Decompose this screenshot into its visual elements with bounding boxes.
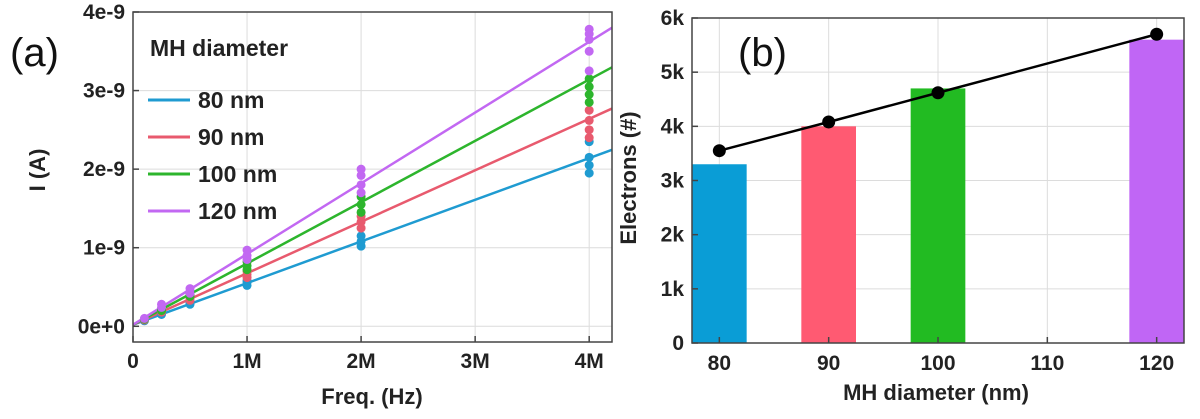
trend-line-path	[719, 33, 1157, 152]
panel-a-y-ticks: 0e+0 1e-9 2e-9 3e-9 4e-9	[78, 1, 139, 338]
x-tick-label: 2M	[347, 350, 376, 373]
x-tick-label: 90	[817, 352, 840, 375]
x-tick-label: 3M	[461, 350, 490, 373]
panel-a-legend: MH diameter 80 nm 90 nm 100 nm 120 nm	[148, 35, 288, 224]
panel-b-x-axis-label: MH diameter (nm)	[843, 380, 1029, 405]
panel-a-x-ticks: 0 1M 2M 3M 4M	[127, 336, 604, 373]
data-point	[584, 82, 594, 92]
y-tick-label: 2e-9	[83, 158, 125, 181]
panel-b-bars	[692, 39, 1184, 344]
legend-label: 100 nm	[198, 161, 277, 187]
data-point	[584, 97, 594, 107]
y-tick-label: 6k	[661, 7, 685, 30]
x-tick-label: 80	[708, 352, 731, 375]
bar	[801, 126, 856, 343]
legend-label: 120 nm	[198, 198, 277, 224]
data-point	[584, 133, 594, 143]
bar	[910, 88, 966, 344]
panel-a-plot-frame	[132, 11, 613, 343]
panel-a-y-axis-label: I (A)	[25, 149, 50, 192]
panel-a-data-points	[139, 24, 594, 326]
panel-b-label: (b)	[738, 31, 787, 75]
y-tick-label: 0e+0	[78, 315, 125, 338]
data-point	[185, 284, 195, 294]
y-tick-label: 4e-9	[83, 1, 125, 24]
data-point	[356, 188, 366, 198]
fit-line	[132, 26, 613, 326]
data-point	[356, 200, 366, 209]
x-tick-label: 0	[127, 350, 139, 373]
data-point	[584, 46, 594, 56]
data-point	[584, 90, 594, 99]
y-tick-label: 3k	[661, 170, 685, 193]
y-tick-label: 0	[672, 332, 684, 355]
legend-label: 80 nm	[198, 87, 264, 113]
data-point	[584, 105, 594, 115]
data-point	[584, 74, 594, 84]
bar	[692, 164, 747, 343]
data-point	[356, 223, 366, 233]
x-tick-label: 120	[1139, 352, 1174, 375]
data-point	[139, 313, 149, 323]
x-tick-label: 100	[920, 352, 955, 375]
data-point	[356, 207, 366, 217]
y-tick-label: 4k	[661, 115, 685, 138]
panel-b-trend-line	[712, 27, 1164, 158]
x-tick-label: 4M	[575, 350, 604, 373]
y-tick-label: 1e-9	[83, 237, 125, 260]
panel-b-y-ticks: 0 1k 2k 3k 4k 5k 6k	[661, 7, 698, 355]
data-point	[584, 125, 594, 135]
data-point	[356, 170, 366, 180]
data-point	[584, 152, 594, 162]
trend-point	[822, 115, 836, 129]
data-point	[157, 299, 167, 309]
data-point	[356, 180, 366, 190]
panel-a-x-axis-label: Freq. (Hz)	[321, 384, 422, 409]
data-point	[584, 168, 594, 178]
y-tick-label: 1k	[661, 278, 685, 301]
x-tick-label: 110	[1030, 352, 1064, 375]
y-tick-label: 2k	[661, 224, 685, 247]
data-point	[584, 66, 594, 76]
trend-point	[931, 86, 945, 100]
data-point	[584, 160, 594, 170]
fit-line	[132, 66, 613, 326]
data-point	[584, 115, 594, 125]
legend-title: MH diameter	[150, 35, 288, 61]
y-tick-label: 3e-9	[83, 80, 125, 103]
panel-b-x-ticks: 80 90 100 110 120	[708, 337, 1174, 375]
panel-b: 80 90 100 110 120 0 1k 2k 3k 4k 5k 6k MH diameter …	[616, 7, 1185, 405]
legend-label: 90 nm	[198, 124, 264, 150]
panel-a-fit-lines	[132, 26, 613, 326]
trend-point	[712, 144, 726, 158]
trend-point	[1150, 27, 1164, 41]
fit-line	[132, 148, 613, 326]
panel-b-y-axis-label: Electrons (#)	[616, 111, 641, 244]
x-tick-label: 1M	[232, 350, 261, 373]
bar	[1129, 39, 1184, 344]
data-point	[584, 24, 594, 34]
fit-line	[132, 107, 613, 326]
panel-a: 0 1M 2M 3M 4M 0e+0 1e-9 2e-9 3e-9 4e-9 Freq. (Hz…	[10, 1, 613, 409]
y-tick-label: 5k	[661, 61, 685, 84]
data-point	[356, 231, 366, 241]
data-point	[242, 245, 252, 255]
panel-a-label: (a)	[10, 31, 59, 75]
data-point	[356, 164, 366, 174]
